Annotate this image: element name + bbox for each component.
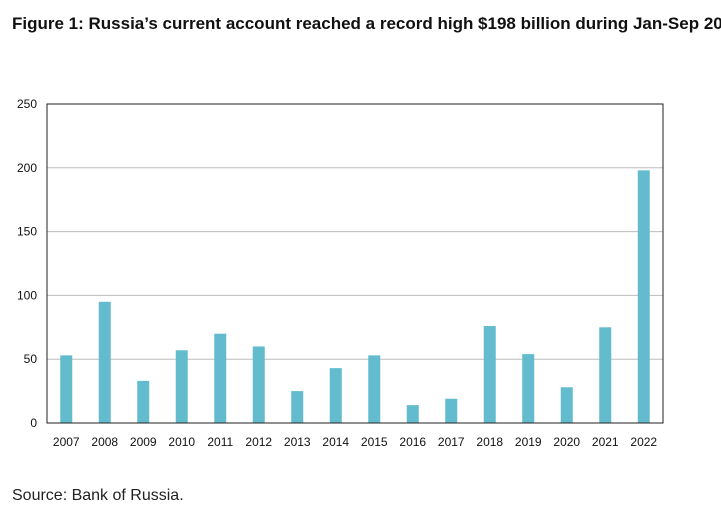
- y-tick-label: 0: [30, 416, 37, 430]
- bar: [137, 380, 150, 423]
- x-tick-label: 2014: [322, 435, 349, 449]
- chart-title: Figure 1: Russia’s current account reach…: [12, 14, 721, 33]
- y-tick-label: 250: [17, 97, 37, 111]
- bar: [406, 405, 419, 423]
- x-tick-label: 2011: [207, 435, 233, 449]
- bar: [368, 355, 381, 423]
- bar-chart: 0 50 100 150 200 250 2007 2008 2009 2010 2011 2012…: [17, 97, 664, 449]
- bar: [445, 398, 458, 423]
- bars: [60, 170, 650, 423]
- x-tick-label: 2018: [476, 435, 503, 449]
- bar: [175, 350, 188, 423]
- y-tick-label: 100: [17, 288, 37, 302]
- x-tick-label: 2015: [361, 435, 388, 449]
- x-axis-ticks: 2007 2008 2009 2010 2011 2012 2013 2014 2015 2016…: [53, 435, 658, 449]
- x-tick-label: 2017: [438, 435, 465, 449]
- plot-frame: [46, 103, 664, 424]
- bar: [291, 391, 304, 423]
- bar: [252, 346, 265, 423]
- y-axis-ticks: 0 50 100 150 200 250: [17, 97, 37, 430]
- x-tick-label: 2009: [130, 435, 157, 449]
- x-tick-label: 2020: [553, 435, 580, 449]
- bar: [214, 333, 227, 423]
- source-note: Source: Bank of Russia.: [12, 487, 184, 504]
- x-tick-label: 2016: [399, 435, 426, 449]
- bar: [637, 170, 650, 423]
- bar: [522, 354, 535, 423]
- x-tick-label: 2022: [630, 435, 657, 449]
- bar: [483, 326, 496, 423]
- x-tick-label: 2007: [53, 435, 80, 449]
- bar: [60, 355, 73, 423]
- y-tick-label: 150: [17, 225, 37, 239]
- bar: [98, 301, 111, 423]
- grid-lines: [47, 167, 663, 360]
- y-tick-label: 200: [17, 161, 37, 175]
- x-tick-label: 2019: [515, 435, 542, 449]
- bar: [329, 368, 342, 423]
- x-tick-label: 2013: [284, 435, 311, 449]
- x-tick-label: 2010: [168, 435, 195, 449]
- bar: [599, 327, 612, 423]
- x-tick-label: 2008: [91, 435, 118, 449]
- y-tick-label: 50: [24, 352, 38, 366]
- x-tick-label: 2012: [245, 435, 272, 449]
- x-tick-label: 2021: [592, 435, 619, 449]
- bar: [560, 387, 573, 423]
